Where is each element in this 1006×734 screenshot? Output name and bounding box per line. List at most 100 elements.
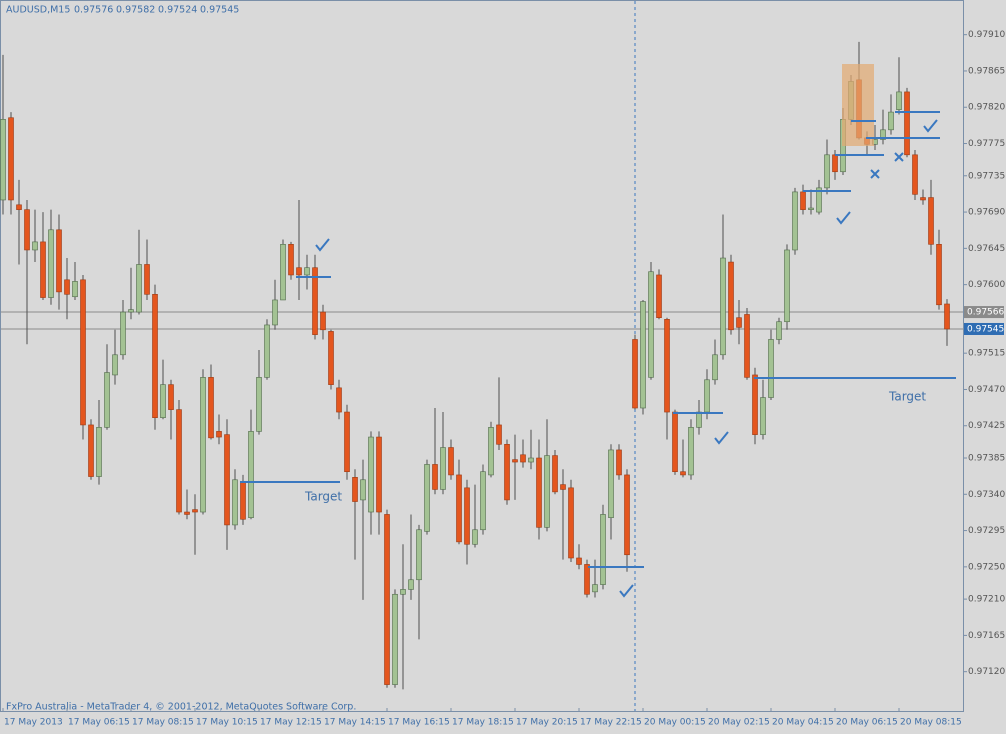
candle-body xyxy=(272,299,278,326)
candle-body xyxy=(232,479,238,526)
candle-body xyxy=(808,207,814,210)
candle-body xyxy=(768,339,774,398)
candle-body xyxy=(240,481,246,520)
y-tick-label: 0.97470 xyxy=(968,385,1005,395)
candle-body xyxy=(576,557,582,565)
candle-body xyxy=(920,197,926,201)
candle-body xyxy=(888,111,894,131)
candle-body xyxy=(784,249,790,323)
candle-body xyxy=(928,197,934,245)
x-tick-label: 17 May 22:15 xyxy=(580,718,642,728)
cross-mark xyxy=(894,152,904,162)
price-label-box xyxy=(964,306,1004,319)
candle-body xyxy=(616,449,622,476)
candle-body xyxy=(744,314,750,378)
candle-body xyxy=(944,303,950,330)
candle-body xyxy=(800,191,806,210)
candle-body xyxy=(640,301,646,409)
candle-body xyxy=(328,331,334,385)
candle-body xyxy=(424,464,430,532)
candle-body xyxy=(912,154,918,195)
y-tick-label: 0.97385 xyxy=(968,454,1005,464)
price-label: 0.97566 xyxy=(967,308,1004,318)
candle-body xyxy=(560,484,566,490)
candle-body xyxy=(56,229,62,293)
candle-body xyxy=(648,271,654,378)
y-tick-label: 0.97865 xyxy=(968,66,1005,76)
candle-body xyxy=(216,431,222,438)
candle-body xyxy=(0,119,6,201)
check-mark xyxy=(923,119,938,133)
candle-body xyxy=(672,411,678,473)
candle-body xyxy=(720,257,726,356)
x-tick-label: 20 May 06:15 xyxy=(836,718,898,728)
candle-body xyxy=(104,372,110,428)
candle-body xyxy=(664,319,670,413)
candle-body xyxy=(704,379,710,413)
y-tick-label: 0.97735 xyxy=(968,171,1005,181)
candle-body xyxy=(128,309,134,313)
x-tick-label: 20 May 00:15 xyxy=(644,718,706,728)
candle-body xyxy=(400,589,406,595)
footer: FxPro Australia - MetaTrader 4, © 2001-2… xyxy=(6,702,356,713)
header-value: 0.97576 xyxy=(74,5,113,16)
header-value: 0.97582 xyxy=(116,5,155,16)
candle-body xyxy=(456,474,462,543)
plot-frame xyxy=(0,0,964,712)
candle-body xyxy=(64,279,70,295)
candle-body xyxy=(224,434,230,526)
candle-body xyxy=(256,377,262,432)
y-tick-label: 0.97340 xyxy=(968,490,1005,500)
candle-body xyxy=(160,384,166,418)
candle-body xyxy=(8,117,14,201)
candle-body xyxy=(208,377,214,439)
y-tick-label: 0.97250 xyxy=(968,562,1005,572)
candle-body xyxy=(16,204,22,210)
candle-body xyxy=(80,279,86,426)
y-tick-label: 0.97425 xyxy=(968,421,1005,431)
candle-body xyxy=(384,514,390,685)
target-label: Target xyxy=(304,490,342,504)
x-tick-label: 17 May 06:15 xyxy=(68,718,130,728)
y-tick-label: 0.97295 xyxy=(968,526,1005,536)
candle-body xyxy=(680,471,686,476)
x-tick-label: 17 May 14:15 xyxy=(324,718,386,728)
price-label-box xyxy=(964,322,1004,335)
candle-body xyxy=(760,397,766,435)
candle-body xyxy=(280,244,286,301)
candle-body xyxy=(320,311,326,331)
candle-body xyxy=(752,374,758,435)
x-tick-label: 20 May 02:15 xyxy=(708,718,770,728)
y-tick-label: 0.97690 xyxy=(968,208,1005,218)
candle-body xyxy=(792,191,798,251)
candle-body xyxy=(600,514,606,585)
candle-body xyxy=(312,267,318,335)
candle-body xyxy=(336,387,342,413)
y-tick-label: 0.97645 xyxy=(968,244,1005,254)
candle-body xyxy=(488,427,494,476)
x-tick-label: 17 May 10:15 xyxy=(196,718,258,728)
y-tick-label: 0.97775 xyxy=(968,139,1005,149)
candle-body xyxy=(544,455,550,528)
candle-body xyxy=(296,267,302,276)
candle-body xyxy=(352,477,358,502)
y-tick-label: 0.97120 xyxy=(968,667,1005,677)
candle-body xyxy=(552,455,558,493)
y-tick-label: 0.97820 xyxy=(968,103,1005,113)
candle-body xyxy=(624,474,630,556)
candle-body xyxy=(304,267,310,276)
candle-body xyxy=(376,436,382,513)
x-tick-label: 17 May 12:15 xyxy=(260,718,322,728)
candle-body xyxy=(832,154,838,173)
x-tick-label: 17 May 2013 xyxy=(4,718,63,728)
candle-body xyxy=(568,487,574,559)
candle-body xyxy=(48,229,54,298)
candle-body xyxy=(288,244,294,276)
candle-body xyxy=(440,447,446,490)
candle-body xyxy=(584,564,590,595)
candle-body xyxy=(464,487,470,545)
candle-body xyxy=(144,264,150,295)
candle-body xyxy=(360,479,366,501)
candle-body xyxy=(496,424,502,445)
